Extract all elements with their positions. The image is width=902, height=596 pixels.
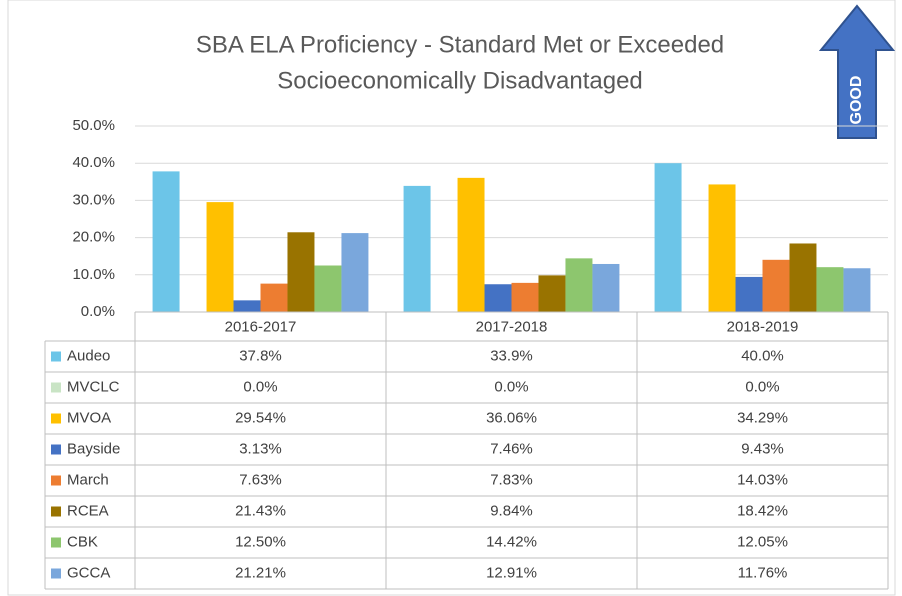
legend-label: RCEA: [67, 502, 109, 519]
table-value: 3.13%: [239, 440, 282, 457]
y-tick-label: 10.0%: [72, 266, 115, 283]
table-value: 29.54%: [235, 409, 286, 426]
bar: [654, 163, 682, 312]
bar: [565, 258, 593, 312]
bar: [762, 259, 790, 312]
legend-key: [51, 351, 61, 362]
arrow-label: GOOD: [848, 76, 865, 125]
good-arrow: [818, 4, 896, 139]
legend-label: CBK: [67, 533, 98, 550]
bar: [287, 232, 315, 312]
legend-label: GCCA: [67, 564, 110, 581]
table-value: 34.29%: [737, 409, 788, 426]
bar: [260, 283, 288, 312]
chart-title: SBA ELA Proficiency - Standard Met or Ex…: [196, 31, 724, 58]
bar: [789, 243, 817, 312]
y-tick-label: 50.0%: [72, 117, 115, 134]
legend-key: [51, 382, 61, 393]
bar: [735, 276, 763, 312]
bar: [511, 282, 539, 312]
bar: [592, 263, 620, 312]
chart-frame: [7, 0, 896, 596]
table-value: 18.42%: [737, 502, 788, 519]
table-value: 21.21%: [235, 564, 286, 581]
table-value: 14.42%: [486, 533, 537, 550]
x-tick-label: 2018-2019: [727, 318, 799, 335]
bar: [816, 267, 844, 312]
table-value: 7.63%: [239, 471, 282, 488]
table-value: 0.0%: [243, 378, 277, 395]
legend-key: [51, 475, 61, 486]
y-tick-label: 20.0%: [72, 229, 115, 246]
table-value: 11.76%: [738, 564, 788, 581]
table-value: 36.06%: [486, 409, 537, 426]
x-tick-label: 2017-2018: [476, 318, 548, 335]
legend-key: [51, 413, 61, 424]
legend-key: [51, 444, 61, 455]
x-tick-label: 2016-2017: [225, 318, 297, 335]
table-value: 14.03%: [737, 471, 788, 488]
bar: [403, 185, 431, 312]
chart-subtitle: Socioeconomically Disadvantaged: [277, 67, 643, 94]
y-tick-label: 40.0%: [72, 154, 115, 171]
bar: [206, 202, 234, 312]
legend-label: MVOA: [67, 409, 111, 426]
legend-key: [51, 537, 61, 548]
bar: [152, 171, 180, 312]
table-value: 12.91%: [486, 564, 537, 581]
bar: [538, 275, 566, 312]
table-value: 0.0%: [745, 378, 779, 395]
table-value: 9.43%: [741, 440, 784, 457]
legend-label: Audeo: [67, 347, 110, 364]
table-value: 21.43%: [235, 502, 286, 519]
table-value: 0.0%: [494, 378, 528, 395]
table-value: 7.46%: [490, 440, 533, 457]
table-value: 33.9%: [490, 347, 533, 364]
legend-label: March: [67, 471, 109, 488]
bar: [233, 300, 261, 312]
table-value: 40.0%: [741, 347, 784, 364]
table-value: 12.05%: [737, 533, 788, 550]
legend-label: Bayside: [67, 440, 120, 457]
legend-key: [51, 506, 61, 517]
bar: [708, 184, 736, 312]
bar: [484, 284, 512, 312]
legend-key: [51, 568, 61, 579]
y-tick-label: 0.0%: [81, 303, 115, 320]
table-value: 7.83%: [490, 471, 533, 488]
legend-label: MVCLC: [67, 378, 120, 395]
bar: [843, 268, 871, 312]
bar: [457, 177, 485, 312]
table-value: 37.8%: [239, 347, 282, 364]
bar: [341, 233, 369, 312]
table-value: 12.50%: [235, 533, 286, 550]
y-tick-label: 30.0%: [72, 191, 115, 208]
table-value: 9.84%: [490, 502, 533, 519]
bar: [314, 265, 342, 312]
